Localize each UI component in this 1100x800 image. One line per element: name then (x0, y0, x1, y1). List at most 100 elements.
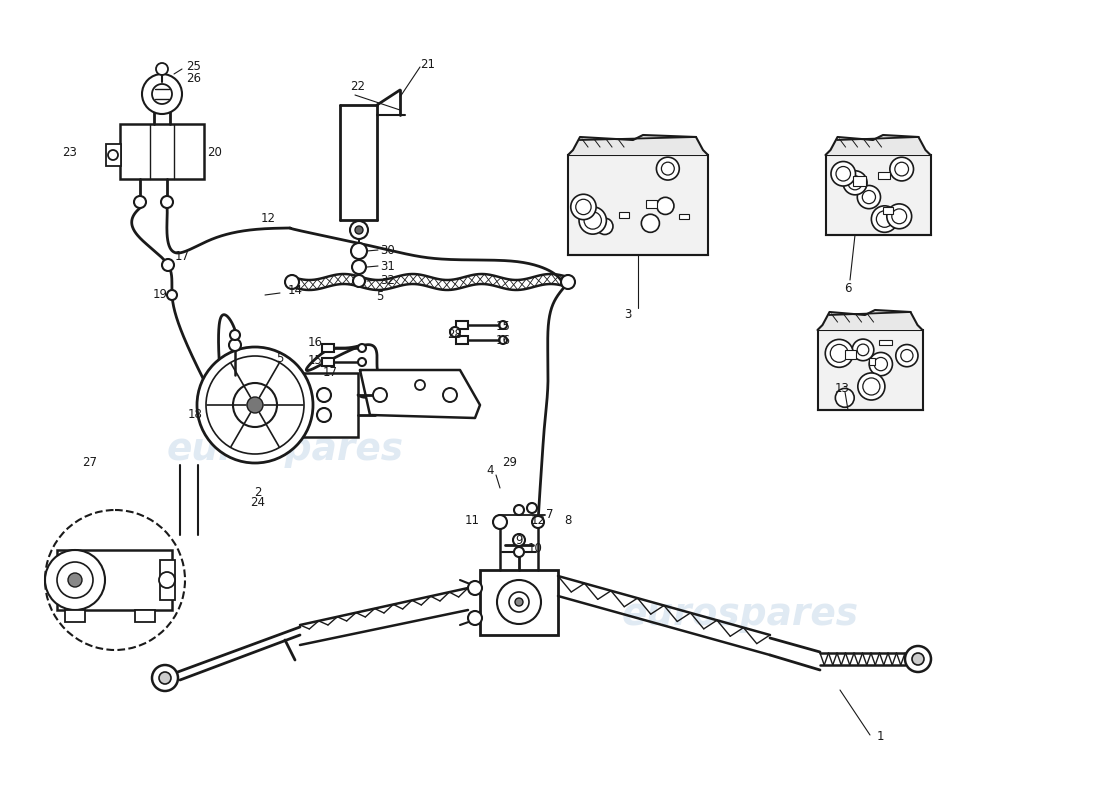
FancyBboxPatch shape (879, 340, 892, 346)
Circle shape (869, 353, 892, 376)
FancyBboxPatch shape (619, 211, 628, 218)
Circle shape (233, 383, 277, 427)
Circle shape (230, 330, 240, 340)
Text: 21: 21 (420, 58, 436, 71)
FancyBboxPatch shape (106, 144, 121, 166)
Circle shape (373, 388, 387, 402)
Text: 17: 17 (175, 250, 189, 263)
Text: 17: 17 (322, 366, 338, 378)
Text: eurospares: eurospares (166, 432, 404, 468)
Circle shape (160, 672, 170, 684)
Circle shape (468, 581, 482, 595)
Circle shape (134, 196, 146, 208)
FancyBboxPatch shape (160, 560, 175, 600)
Text: 19: 19 (153, 289, 167, 302)
Text: 9: 9 (515, 534, 522, 546)
Circle shape (830, 344, 848, 362)
FancyBboxPatch shape (65, 610, 85, 622)
Text: 14: 14 (287, 283, 303, 297)
Circle shape (515, 598, 522, 606)
Text: 15: 15 (496, 319, 510, 333)
Circle shape (509, 592, 529, 612)
Text: 10: 10 (528, 542, 542, 554)
Circle shape (905, 646, 931, 672)
Circle shape (848, 176, 862, 190)
Circle shape (887, 204, 912, 229)
Circle shape (874, 358, 888, 370)
Circle shape (857, 344, 869, 356)
Circle shape (167, 290, 177, 300)
FancyBboxPatch shape (456, 321, 468, 329)
Circle shape (527, 503, 537, 513)
Circle shape (162, 259, 174, 271)
Circle shape (317, 388, 331, 402)
Circle shape (657, 198, 674, 214)
Circle shape (68, 573, 82, 587)
FancyBboxPatch shape (120, 124, 204, 179)
Circle shape (661, 162, 674, 175)
Text: 11: 11 (464, 514, 480, 526)
Text: 30: 30 (381, 243, 395, 257)
Circle shape (351, 243, 367, 259)
Circle shape (197, 347, 314, 463)
Text: 31: 31 (381, 259, 395, 273)
Circle shape (514, 505, 524, 515)
Circle shape (161, 196, 173, 208)
Circle shape (825, 339, 854, 367)
Circle shape (596, 218, 613, 234)
Text: 22: 22 (351, 81, 365, 94)
Circle shape (513, 534, 525, 546)
Text: 24: 24 (251, 497, 265, 510)
FancyBboxPatch shape (679, 214, 690, 219)
Circle shape (830, 162, 856, 186)
Circle shape (355, 226, 363, 234)
Text: 5: 5 (276, 351, 284, 365)
Circle shape (57, 562, 94, 598)
Polygon shape (825, 135, 931, 155)
Circle shape (358, 358, 366, 366)
Circle shape (248, 397, 263, 413)
Circle shape (358, 344, 366, 352)
FancyBboxPatch shape (57, 550, 172, 610)
FancyBboxPatch shape (322, 358, 334, 366)
Circle shape (852, 339, 873, 361)
Circle shape (499, 336, 507, 344)
Circle shape (160, 572, 175, 588)
Circle shape (229, 339, 241, 351)
Circle shape (912, 653, 924, 665)
Text: 27: 27 (82, 455, 98, 469)
FancyBboxPatch shape (646, 200, 657, 207)
FancyBboxPatch shape (568, 155, 708, 255)
Circle shape (862, 378, 880, 395)
Text: 28: 28 (448, 329, 462, 342)
Text: 18: 18 (188, 409, 202, 422)
Text: 6: 6 (845, 282, 851, 294)
FancyBboxPatch shape (825, 155, 931, 235)
Circle shape (836, 166, 850, 181)
Circle shape (443, 388, 456, 402)
Polygon shape (817, 310, 923, 330)
Text: 29: 29 (503, 455, 517, 469)
FancyBboxPatch shape (869, 358, 876, 365)
Circle shape (895, 345, 918, 366)
Circle shape (350, 221, 368, 239)
FancyBboxPatch shape (854, 176, 867, 186)
FancyBboxPatch shape (883, 206, 892, 214)
Circle shape (493, 515, 507, 529)
Circle shape (45, 550, 104, 610)
Text: 3: 3 (625, 309, 631, 322)
Circle shape (497, 580, 541, 624)
Circle shape (353, 275, 365, 287)
Circle shape (877, 211, 893, 227)
Text: 16: 16 (495, 334, 510, 346)
Circle shape (514, 547, 524, 557)
Text: 12: 12 (530, 514, 546, 526)
Circle shape (468, 611, 482, 625)
Circle shape (894, 162, 909, 176)
Circle shape (152, 665, 178, 691)
FancyBboxPatch shape (456, 336, 468, 344)
Circle shape (415, 380, 425, 390)
Circle shape (532, 516, 544, 528)
Circle shape (862, 190, 876, 204)
FancyBboxPatch shape (817, 330, 923, 410)
